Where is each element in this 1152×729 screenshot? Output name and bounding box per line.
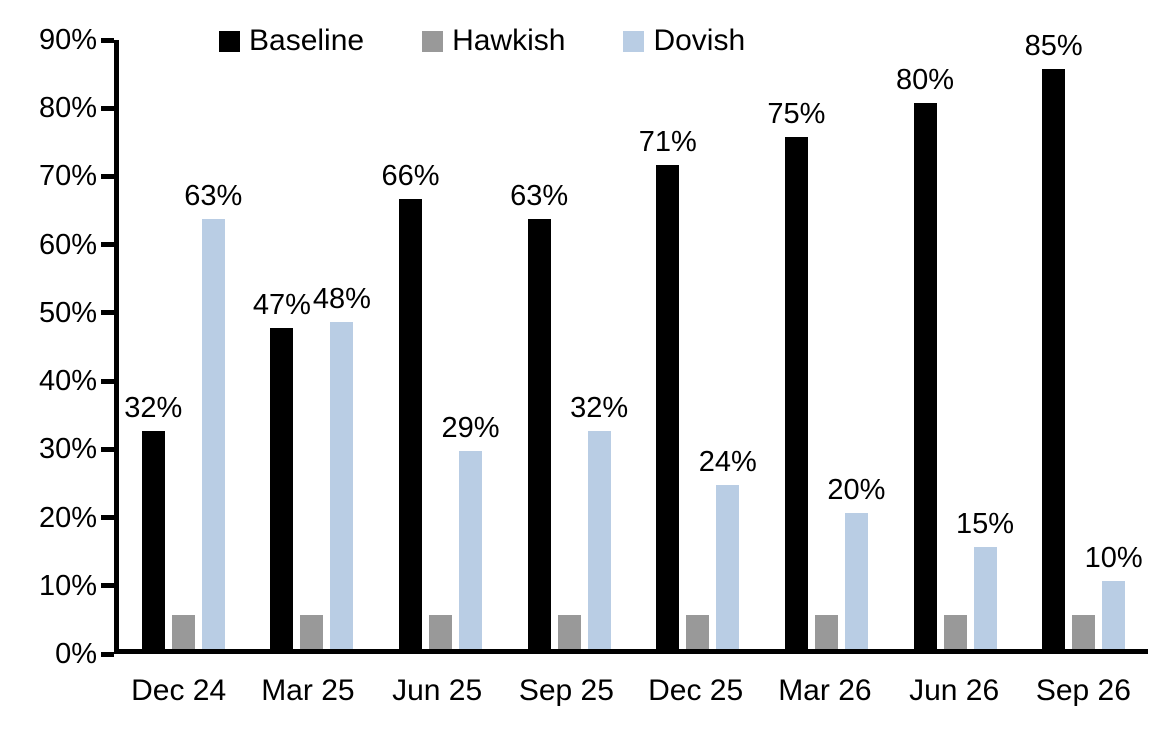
bar-hawkish-mar-25	[300, 614, 324, 649]
legend: Baseline Hawkish Dovish	[219, 24, 745, 58]
y-axis-tick	[101, 515, 114, 521]
bar-baseline-mar-26: 75%	[767, 98, 825, 649]
y-axis-tick-label: 80%	[38, 92, 97, 125]
bar-value-label: 20%	[827, 473, 886, 506]
legend-label: Dovish	[653, 24, 746, 57]
legend-label: Baseline	[249, 24, 365, 57]
x-axis-category-label: Mar 26	[778, 674, 872, 707]
legend-swatch-hawkish	[422, 30, 444, 52]
y-axis-tick	[101, 446, 114, 452]
y-axis-tick-label: 70%	[38, 160, 97, 193]
bar-baseline-jun-25: 66%	[382, 160, 440, 649]
legend-entry-hawkish: Hawkish	[422, 24, 565, 58]
x-axis-category-label: Dec 25	[648, 674, 744, 707]
y-axis-tick	[101, 378, 114, 384]
y-axis-tick	[101, 37, 114, 43]
legend-entry-dovish: Dovish	[623, 24, 745, 58]
y-axis-tick	[101, 173, 114, 179]
x-axis: Dec 24 Mar 25 Jun 25 Sep 25 Dec 25 Mar 26 Jun …	[114, 672, 1148, 710]
bar-group-sep-26: 85% 10%	[1019, 30, 1148, 649]
x-axis-category-label: Mar 25	[261, 674, 355, 707]
bar-value-label: 48%	[312, 282, 371, 315]
bar-value-label: 32%	[124, 391, 183, 424]
bar-value-label: 66%	[381, 159, 440, 192]
y-axis-tick-label: 60%	[38, 228, 97, 261]
bar-value-label: 47%	[252, 289, 311, 322]
bar-baseline-dec-24: 32%	[124, 392, 182, 649]
bar-group-mar-25: 47% 48%	[248, 40, 377, 649]
y-axis-tick	[101, 242, 114, 248]
legend-label: Hawkish	[452, 24, 566, 57]
bar-dovish-dec-24: 63%	[184, 180, 242, 649]
bar-hawkish-jun-25	[429, 614, 453, 649]
y-axis-tick-label: 90%	[38, 24, 97, 56]
bar-baseline-dec-25: 71%	[639, 126, 697, 649]
y-axis-tick-label: 50%	[38, 296, 97, 329]
bar-value-label: 63%	[510, 180, 569, 213]
y-axis-tick-label: 0%	[55, 638, 97, 670]
bar-value-label: 24%	[698, 446, 757, 479]
bar-baseline-jun-26: 80%	[896, 64, 954, 649]
y-axis-tick-label: 20%	[38, 501, 97, 534]
bar-hawkish-dec-25	[686, 614, 710, 649]
bar-value-label: 63%	[184, 180, 243, 213]
bar-dovish-jun-26: 15%	[956, 508, 1014, 649]
y-axis: 0% 10% 20% 30% 40% 50% 60% 70% 80% 90%	[0, 0, 97, 729]
bar-value-label: 75%	[767, 98, 826, 131]
bar-group-sep-25: 63% 32%	[505, 40, 634, 649]
bar-baseline-sep-25: 63%	[510, 180, 568, 649]
x-axis-category-label: Jun 26	[909, 674, 1000, 707]
x-axis-category-label: Sep 26	[1035, 674, 1131, 707]
y-axis-tick-label: 40%	[38, 365, 97, 398]
y-axis-tick	[101, 105, 114, 111]
bar-value-label: 80%	[896, 64, 955, 97]
y-axis-tick	[101, 651, 114, 657]
x-axis-category-label: Dec 24	[131, 674, 227, 707]
bar-dovish-dec-25: 24%	[699, 446, 757, 649]
bar-groups: 32% 63% 47% 48% 66% 29% 63% 32% 71% 24% 75% 20% 80% 1…	[119, 30, 1148, 649]
bar-dovish-sep-25: 32%	[570, 392, 628, 649]
x-axis-category-label: Jun 25	[392, 674, 483, 707]
bar-hawkish-dec-24	[171, 614, 195, 649]
bar-group-dec-24: 32% 63%	[119, 40, 248, 649]
bar-group-jun-25: 66% 29%	[376, 40, 505, 649]
bar-baseline-sep-26: 85%	[1025, 30, 1083, 649]
bar-value-label: 32%	[570, 391, 629, 424]
bar-dovish-sep-26: 10%	[1085, 542, 1143, 649]
y-axis-tick	[101, 583, 114, 589]
y-axis-tick-label: 10%	[38, 569, 97, 602]
bar-value-label: 85%	[1024, 30, 1083, 63]
y-axis-tick	[101, 310, 114, 316]
x-axis-category-label: Sep 25	[518, 674, 614, 707]
bar-group-jun-26: 80% 15%	[891, 40, 1020, 649]
bar-value-label: 29%	[441, 412, 500, 445]
bar-hawkish-sep-25	[557, 614, 581, 649]
bar-dovish-mar-26: 20%	[827, 474, 885, 649]
bar-baseline-mar-25: 47%	[253, 289, 311, 649]
bar-value-label: 10%	[1084, 541, 1143, 574]
plot-area: Baseline Hawkish Dovish 32% 63% 47% 48% 66% 29%…	[101, 24, 1148, 657]
bar-hawkish-sep-26	[1072, 614, 1096, 649]
y-axis-tick-label: 30%	[38, 433, 97, 466]
bar-group-mar-26: 75% 20%	[762, 40, 891, 649]
bar-dovish-mar-25: 48%	[313, 283, 371, 649]
bar-group-dec-25: 71% 24%	[634, 40, 763, 649]
bar-value-label: 71%	[638, 125, 697, 158]
bar-value-label: 15%	[956, 507, 1015, 540]
legend-swatch-dovish	[623, 30, 645, 52]
bar-hawkish-jun-26	[943, 614, 967, 649]
bar-hawkish-mar-26	[814, 614, 838, 649]
legend-entry-baseline: Baseline	[219, 24, 364, 58]
bar-dovish-jun-25: 29%	[442, 412, 500, 649]
legend-swatch-baseline	[219, 30, 240, 52]
